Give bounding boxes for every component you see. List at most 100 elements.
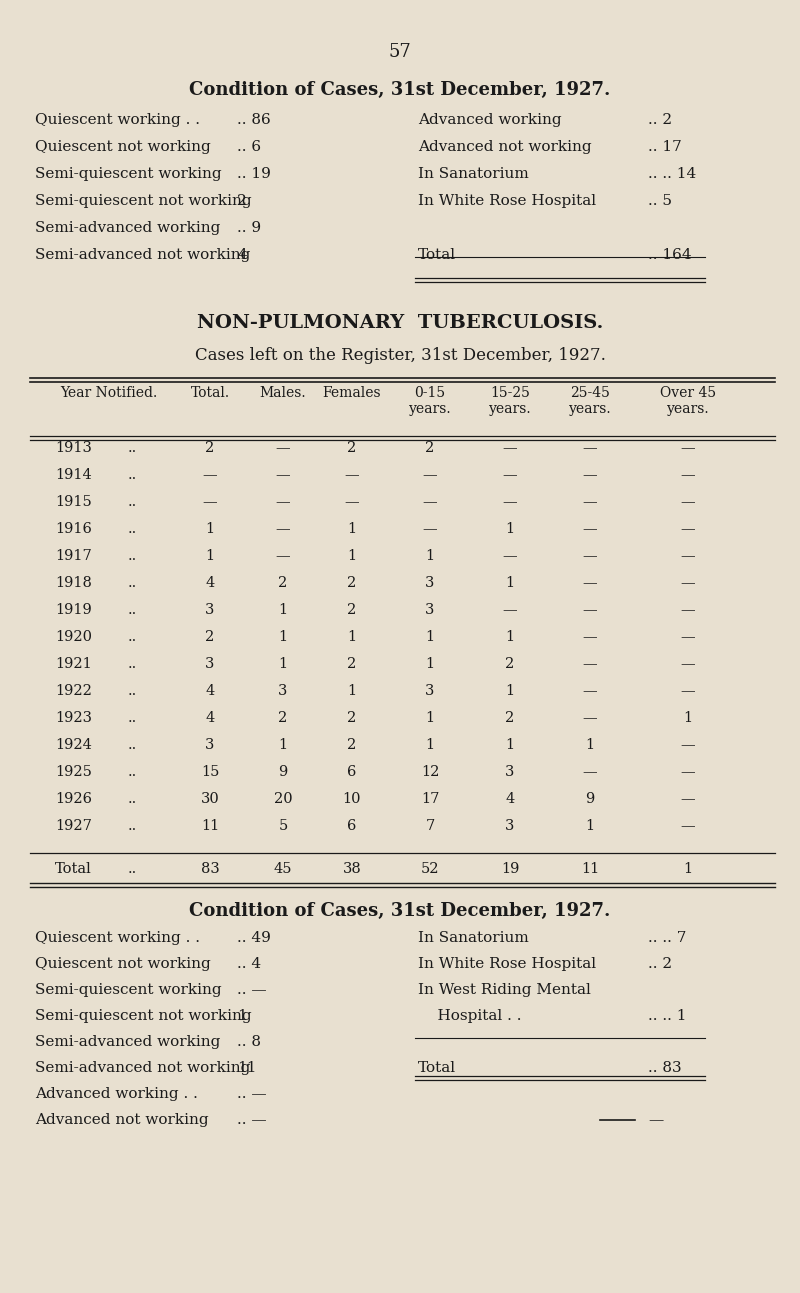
- Text: —: —: [345, 495, 359, 509]
- Text: 38: 38: [342, 862, 362, 875]
- Text: .. 4: .. 4: [237, 957, 261, 971]
- Text: —: —: [582, 468, 598, 482]
- Text: 1914: 1914: [55, 468, 92, 482]
- Text: ..: ..: [128, 862, 138, 875]
- Text: 83: 83: [201, 862, 219, 875]
- Text: Males.: Males.: [260, 387, 306, 400]
- Text: .. 5: .. 5: [648, 194, 672, 208]
- Text: Advanced not working: Advanced not working: [35, 1113, 209, 1127]
- Text: 1917: 1917: [55, 550, 92, 562]
- Text: —: —: [681, 657, 695, 671]
- Text: —: —: [276, 550, 290, 562]
- Text: 1922: 1922: [55, 684, 92, 698]
- Text: 2: 2: [278, 575, 288, 590]
- Text: Year Notified.: Year Notified.: [60, 387, 158, 400]
- Text: 1: 1: [347, 522, 357, 537]
- Text: 3: 3: [506, 818, 514, 833]
- Text: 11: 11: [581, 862, 599, 875]
- Text: 2: 2: [426, 441, 434, 455]
- Text: In White Rose Hospital: In White Rose Hospital: [418, 194, 596, 208]
- Text: Over 45
years.: Over 45 years.: [660, 387, 716, 416]
- Text: 1: 1: [237, 1009, 246, 1023]
- Text: 57: 57: [389, 43, 411, 61]
- Text: .. 6: .. 6: [237, 140, 261, 154]
- Text: 20: 20: [274, 793, 292, 806]
- Text: 1: 1: [683, 711, 693, 725]
- Text: —: —: [681, 441, 695, 455]
- Text: ..: ..: [128, 630, 138, 644]
- Text: ..: ..: [128, 738, 138, 753]
- Text: 1: 1: [206, 522, 214, 537]
- Text: 6: 6: [347, 818, 357, 833]
- Text: 1921: 1921: [55, 657, 92, 671]
- Text: Cases left on the Register, 31st December, 1927.: Cases left on the Register, 31st Decembe…: [194, 347, 606, 363]
- Text: —: —: [502, 603, 518, 617]
- Text: —: —: [681, 550, 695, 562]
- Text: ..: ..: [128, 793, 138, 806]
- Text: 2: 2: [347, 441, 357, 455]
- Text: Quiescent working . .: Quiescent working . .: [35, 931, 200, 945]
- Text: 1920: 1920: [55, 630, 92, 644]
- Text: 45: 45: [274, 862, 292, 875]
- Text: Semi-quiescent working: Semi-quiescent working: [35, 167, 222, 181]
- Text: .. 17: .. 17: [648, 140, 682, 154]
- Text: Total: Total: [418, 1062, 456, 1074]
- Text: 1918: 1918: [55, 575, 92, 590]
- Text: .. 9: .. 9: [237, 221, 261, 235]
- Text: 2: 2: [347, 657, 357, 671]
- Text: 7: 7: [426, 818, 434, 833]
- Text: In West Riding Mental: In West Riding Mental: [418, 983, 591, 997]
- Text: 2: 2: [237, 194, 246, 208]
- Text: Total: Total: [418, 248, 456, 262]
- Text: —: —: [582, 441, 598, 455]
- Text: 1: 1: [278, 603, 287, 617]
- Text: 17: 17: [421, 793, 439, 806]
- Text: —: —: [202, 468, 218, 482]
- Text: 1925: 1925: [55, 765, 92, 778]
- Text: Females: Females: [322, 387, 382, 400]
- Text: .. 2: .. 2: [648, 112, 672, 127]
- Text: ..: ..: [128, 684, 138, 698]
- Text: 2: 2: [347, 575, 357, 590]
- Text: .. 8: .. 8: [237, 1034, 261, 1049]
- Text: 1: 1: [683, 862, 693, 875]
- Text: 0-15
years.: 0-15 years.: [409, 387, 451, 416]
- Text: .. 164: .. 164: [648, 248, 692, 262]
- Text: 1: 1: [506, 630, 514, 644]
- Text: 2: 2: [347, 711, 357, 725]
- Text: —: —: [681, 738, 695, 753]
- Text: 1: 1: [506, 738, 514, 753]
- Text: .. 49: .. 49: [237, 931, 271, 945]
- Text: 1: 1: [426, 711, 434, 725]
- Text: 1: 1: [347, 630, 357, 644]
- Text: —: —: [582, 684, 598, 698]
- Text: 52: 52: [421, 862, 439, 875]
- Text: 1: 1: [586, 818, 594, 833]
- Text: 2: 2: [347, 738, 357, 753]
- Text: 1923: 1923: [55, 711, 92, 725]
- Text: 3: 3: [206, 603, 214, 617]
- Text: Hospital . .: Hospital . .: [418, 1009, 522, 1023]
- Text: —: —: [582, 550, 598, 562]
- Text: ..: ..: [128, 711, 138, 725]
- Text: —: —: [502, 550, 518, 562]
- Text: 3: 3: [426, 603, 434, 617]
- Text: ..: ..: [128, 657, 138, 671]
- Text: Condition of Cases, 31st December, 1927.: Condition of Cases, 31st December, 1927.: [190, 81, 610, 100]
- Text: —: —: [582, 495, 598, 509]
- Text: 11: 11: [201, 818, 219, 833]
- Text: Semi-advanced working: Semi-advanced working: [35, 221, 220, 235]
- Text: —: —: [681, 522, 695, 537]
- Text: In Sanatorium: In Sanatorium: [418, 167, 529, 181]
- Text: Semi-advanced not working: Semi-advanced not working: [35, 1062, 250, 1074]
- Text: Quiescent working . .: Quiescent working . .: [35, 112, 200, 127]
- Text: .. 2: .. 2: [648, 957, 672, 971]
- Text: 1: 1: [278, 657, 287, 671]
- Text: ..: ..: [128, 495, 138, 509]
- Text: —: —: [582, 575, 598, 590]
- Text: 3: 3: [506, 765, 514, 778]
- Text: —: —: [502, 495, 518, 509]
- Text: —: —: [582, 603, 598, 617]
- Text: NON-PULMONARY  TUBERCULOSIS.: NON-PULMONARY TUBERCULOSIS.: [197, 314, 603, 332]
- Text: 1927: 1927: [55, 818, 92, 833]
